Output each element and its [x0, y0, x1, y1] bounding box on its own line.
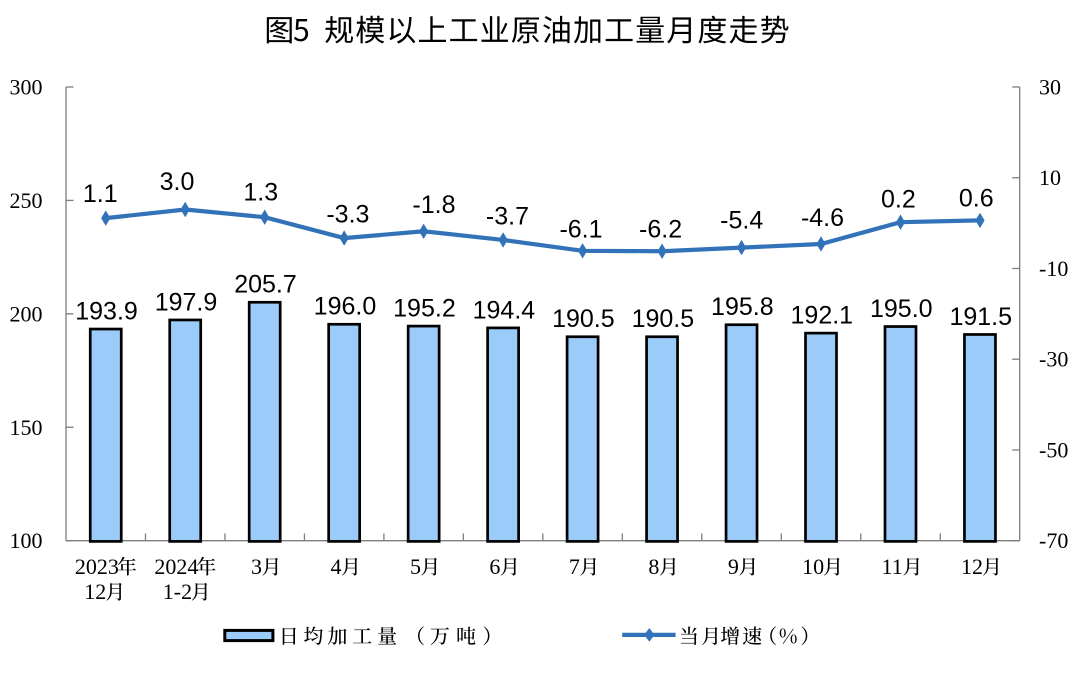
svg-text:150: 150 — [10, 415, 43, 440]
svg-text:-50: -50 — [1039, 437, 1068, 462]
svg-text:195.0: 195.0 — [870, 295, 933, 323]
svg-text:5: 5 — [410, 554, 421, 579]
svg-text:-3.3: -3.3 — [326, 200, 369, 228]
svg-text:-5.4: -5.4 — [720, 206, 763, 234]
svg-text:9: 9 — [728, 554, 739, 579]
svg-text:2024: 2024 — [154, 554, 198, 579]
svg-text:-1.8: -1.8 — [412, 191, 455, 219]
svg-text:196.0: 196.0 — [314, 293, 377, 321]
svg-text:-6.1: -6.1 — [559, 215, 602, 243]
svg-text:10: 10 — [1039, 165, 1061, 190]
svg-text:-30: -30 — [1039, 347, 1068, 372]
svg-text:2023: 2023 — [75, 554, 119, 579]
svg-text:-4.6: -4.6 — [801, 204, 844, 232]
svg-text:193.9: 193.9 — [75, 297, 138, 325]
svg-text:250: 250 — [10, 188, 43, 213]
svg-text:0.2: 0.2 — [881, 186, 916, 214]
svg-text:-10: -10 — [1039, 256, 1068, 281]
svg-text:205.7: 205.7 — [234, 271, 297, 299]
svg-text:4: 4 — [330, 554, 341, 579]
svg-text:190.5: 190.5 — [632, 305, 695, 333]
svg-text:-3.7: -3.7 — [486, 202, 529, 230]
svg-text:1-2: 1-2 — [163, 579, 192, 604]
svg-text:191.5: 191.5 — [949, 303, 1012, 331]
svg-text:8: 8 — [648, 554, 659, 579]
svg-text:195.8: 195.8 — [711, 293, 774, 321]
svg-text:3.0: 3.0 — [160, 168, 195, 196]
svg-text:195.2: 195.2 — [393, 294, 456, 322]
svg-text:-70: -70 — [1039, 528, 1068, 553]
svg-text:190.5: 190.5 — [552, 305, 615, 333]
svg-text:12: 12 — [961, 554, 983, 579]
svg-text:192.1: 192.1 — [791, 301, 854, 329]
svg-text:12: 12 — [84, 579, 106, 604]
svg-text:194.4: 194.4 — [473, 296, 536, 324]
svg-text:100: 100 — [10, 528, 43, 553]
svg-text:0.6: 0.6 — [959, 184, 994, 212]
svg-text:30: 30 — [1039, 75, 1061, 100]
svg-text:200: 200 — [10, 301, 43, 326]
svg-text:300: 300 — [10, 75, 43, 100]
svg-text:6: 6 — [489, 554, 500, 579]
svg-text:1.1: 1.1 — [83, 180, 118, 208]
svg-text:1.3: 1.3 — [243, 178, 278, 206]
svg-text:3: 3 — [251, 554, 262, 579]
svg-text:-6.2: -6.2 — [639, 215, 682, 243]
svg-text:11: 11 — [882, 554, 903, 579]
svg-text:197.9: 197.9 — [155, 288, 218, 316]
svg-text:7: 7 — [569, 554, 580, 579]
svg-text:10: 10 — [802, 554, 824, 579]
